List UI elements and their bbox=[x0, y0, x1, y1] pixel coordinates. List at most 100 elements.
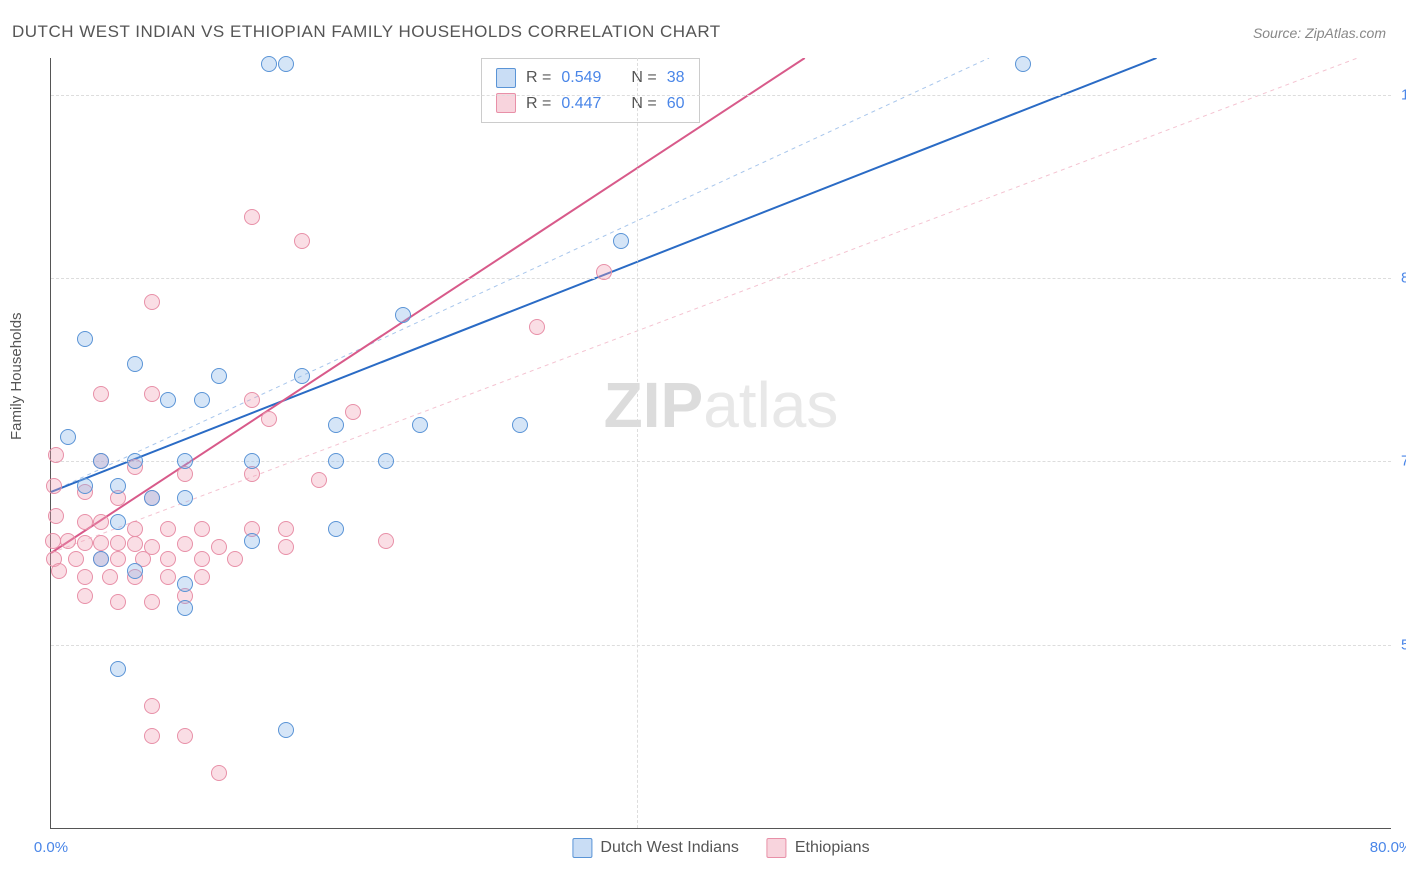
point-pink bbox=[144, 728, 160, 744]
point-pink bbox=[160, 569, 176, 585]
point-blue bbox=[278, 722, 294, 738]
point-pink bbox=[77, 514, 93, 530]
y-tick-label: 55.0% bbox=[1393, 636, 1406, 653]
y-tick-label: 85.0% bbox=[1393, 270, 1406, 287]
gridline-h bbox=[51, 645, 1391, 646]
point-blue bbox=[328, 417, 344, 433]
point-blue bbox=[613, 233, 629, 249]
point-blue bbox=[110, 514, 126, 530]
point-pink bbox=[194, 551, 210, 567]
point-pink bbox=[311, 472, 327, 488]
r-value-blue: 0.549 bbox=[561, 65, 601, 91]
point-pink bbox=[211, 539, 227, 555]
x-tick-label: 80.0% bbox=[1370, 839, 1406, 856]
gridline-h bbox=[51, 278, 1391, 279]
point-pink bbox=[77, 588, 93, 604]
source-label: Source: ZipAtlas.com bbox=[1253, 25, 1386, 41]
point-pink bbox=[77, 569, 93, 585]
swatch-pink-icon bbox=[496, 93, 516, 113]
point-blue bbox=[1015, 56, 1031, 72]
point-pink bbox=[177, 536, 193, 552]
point-pink bbox=[278, 521, 294, 537]
point-pink bbox=[227, 551, 243, 567]
point-pink bbox=[93, 535, 109, 551]
point-blue bbox=[244, 453, 260, 469]
point-blue bbox=[93, 453, 109, 469]
point-blue bbox=[93, 551, 109, 567]
point-blue bbox=[127, 356, 143, 372]
point-blue bbox=[177, 453, 193, 469]
point-blue bbox=[127, 563, 143, 579]
point-blue bbox=[278, 56, 294, 72]
legend-label-blue: Dutch West Indians bbox=[600, 839, 738, 857]
point-pink bbox=[48, 447, 64, 463]
point-pink bbox=[160, 551, 176, 567]
point-pink bbox=[160, 521, 176, 537]
point-blue bbox=[177, 600, 193, 616]
point-pink bbox=[68, 551, 84, 567]
point-blue bbox=[127, 453, 143, 469]
chart-title: DUTCH WEST INDIAN VS ETHIOPIAN FAMILY HO… bbox=[12, 22, 721, 42]
point-pink bbox=[529, 319, 545, 335]
legend-label-pink: Ethiopians bbox=[795, 839, 870, 857]
watermark: ZIPatlas bbox=[604, 368, 839, 442]
r-label: R = bbox=[526, 65, 551, 91]
watermark-zip: ZIP bbox=[604, 369, 704, 441]
point-blue bbox=[194, 392, 210, 408]
series-legend: Dutch West Indians Ethiopians bbox=[572, 838, 869, 858]
point-blue bbox=[77, 478, 93, 494]
y-axis-label: Family Households bbox=[8, 312, 25, 440]
point-pink bbox=[102, 569, 118, 585]
point-blue bbox=[261, 56, 277, 72]
point-pink bbox=[51, 563, 67, 579]
point-blue bbox=[60, 429, 76, 445]
point-pink bbox=[110, 535, 126, 551]
point-blue bbox=[211, 368, 227, 384]
point-pink bbox=[110, 551, 126, 567]
point-pink bbox=[144, 594, 160, 610]
point-pink bbox=[127, 536, 143, 552]
point-blue bbox=[77, 331, 93, 347]
point-pink bbox=[244, 209, 260, 225]
point-pink bbox=[144, 698, 160, 714]
n-label: N = bbox=[631, 65, 656, 91]
point-blue bbox=[512, 417, 528, 433]
point-blue bbox=[244, 533, 260, 549]
point-blue bbox=[412, 417, 428, 433]
point-blue bbox=[378, 453, 394, 469]
point-blue bbox=[177, 490, 193, 506]
swatch-blue-icon bbox=[572, 838, 592, 858]
point-blue bbox=[144, 490, 160, 506]
point-pink bbox=[378, 533, 394, 549]
y-tick-label: 70.0% bbox=[1393, 453, 1406, 470]
point-pink bbox=[48, 508, 64, 524]
point-pink bbox=[77, 535, 93, 551]
point-pink bbox=[127, 521, 143, 537]
n-value-blue: 38 bbox=[667, 65, 685, 91]
point-pink bbox=[93, 386, 109, 402]
point-blue bbox=[160, 392, 176, 408]
point-blue bbox=[177, 576, 193, 592]
point-pink bbox=[60, 533, 76, 549]
gridline-h bbox=[51, 95, 1391, 96]
swatch-blue-icon bbox=[496, 68, 516, 88]
point-pink bbox=[244, 392, 260, 408]
point-blue bbox=[110, 661, 126, 677]
y-tick-label: 100.0% bbox=[1393, 86, 1406, 103]
point-pink bbox=[93, 514, 109, 530]
point-pink bbox=[144, 386, 160, 402]
point-pink bbox=[46, 478, 62, 494]
point-blue bbox=[328, 521, 344, 537]
trendlines-svg bbox=[51, 58, 1391, 828]
point-pink bbox=[345, 404, 361, 420]
point-blue bbox=[328, 453, 344, 469]
legend-item-pink: Ethiopians bbox=[767, 838, 870, 858]
point-pink bbox=[294, 233, 310, 249]
point-pink bbox=[45, 533, 61, 549]
point-pink bbox=[261, 411, 277, 427]
point-pink bbox=[596, 264, 612, 280]
point-pink bbox=[278, 539, 294, 555]
stats-row-blue: R = 0.549 N = 38 bbox=[496, 65, 685, 91]
point-pink bbox=[194, 521, 210, 537]
stats-legend: R = 0.549 N = 38 R = 0.447 N = 60 bbox=[481, 58, 700, 123]
